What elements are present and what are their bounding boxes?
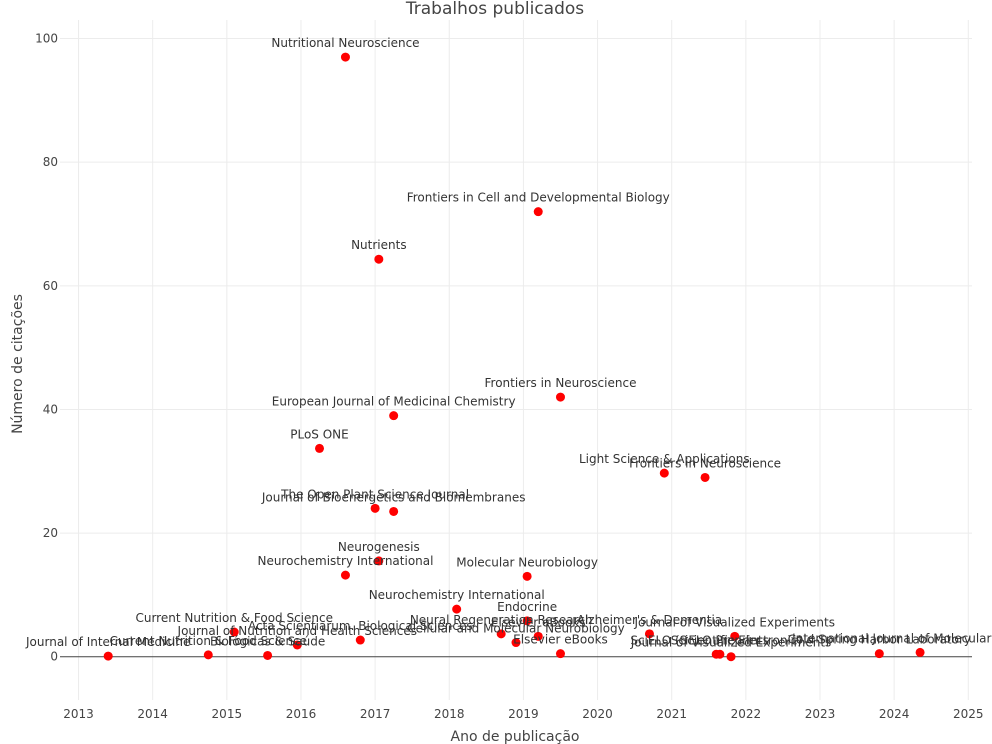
data-point-label: Journal of Bioenergetics and Biomembrane…: [261, 490, 526, 504]
data-point[interactable]: [555, 392, 565, 402]
data-point-label: Elsevier eBooks: [513, 633, 608, 647]
data-point-label: Journal of Internal Medicine: [25, 635, 190, 649]
x-tick-label: 2022: [731, 707, 762, 721]
data-point[interactable]: [726, 652, 736, 662]
data-point[interactable]: [533, 631, 543, 641]
data-point[interactable]: [389, 506, 399, 516]
data-point[interactable]: [700, 472, 710, 482]
y-tick-label: 100: [35, 32, 58, 46]
data-point-label: Nutrients: [351, 238, 407, 252]
data-point-label: Alzheimer's & Dementia: [577, 613, 722, 627]
data-point-label: Current Nutrition & Food Science: [135, 611, 333, 625]
data-point[interactable]: [229, 627, 239, 637]
y-tick-label: 0: [50, 650, 58, 664]
data-point[interactable]: [355, 635, 365, 645]
data-point-label: SciELO (Scientific Electronic): [630, 633, 802, 647]
data-point[interactable]: [315, 443, 325, 453]
x-tick-label: 2025: [953, 707, 984, 721]
x-tick-label: 2021: [656, 707, 687, 721]
data-point[interactable]: [103, 651, 113, 661]
data-point[interactable]: [644, 629, 654, 639]
data-point-label: Journal of Nutrition and Health Sciences: [177, 624, 417, 638]
data-point-label: Neural Regeneration Research: [410, 613, 593, 627]
data-point-label: Biológicas & Saúde: [210, 634, 325, 648]
x-tick-label: 2020: [582, 707, 613, 721]
data-point[interactable]: [370, 503, 380, 513]
data-point-label: Cellular and Molecular Neurobiology: [407, 622, 625, 636]
x-tick-label: 2014: [137, 707, 168, 721]
data-point[interactable]: [292, 640, 302, 650]
data-point[interactable]: [374, 254, 384, 264]
data-point-label: Endocrine: [497, 600, 557, 614]
data-point[interactable]: [659, 468, 669, 478]
data-point[interactable]: [203, 650, 213, 660]
data-point-label: SciELO Preprints: [671, 633, 769, 647]
data-point-label: International Journal of Molecular Scien…: [792, 631, 992, 645]
data-point-label: Nutritional Neuroscience: [271, 36, 419, 50]
y-tick-label: 80: [43, 155, 58, 169]
data-point-label: The Open Plant Science Journal: [280, 487, 469, 501]
data-point-label: Journal of Visualized Experiments: [633, 615, 835, 629]
data-point[interactable]: [452, 604, 462, 614]
data-point[interactable]: [389, 411, 399, 421]
data-point-label: Light Science & Applications: [579, 452, 750, 466]
data-point[interactable]: [263, 650, 273, 660]
data-labels: Nutritional Neuroscience Frontiers in Cel…: [25, 36, 992, 650]
y-tick-label: 60: [43, 279, 58, 293]
data-point[interactable]: [522, 616, 532, 626]
data-point[interactable]: [533, 207, 543, 217]
data-point-label: Neurochemistry International: [369, 588, 545, 602]
grid: [60, 20, 972, 700]
data-point[interactable]: [522, 571, 532, 581]
data-point-label: Frontiers in Neuroscience: [629, 456, 781, 470]
y-tick-label: 40: [43, 402, 58, 416]
data-point-label: Molecular Neurobiology: [456, 555, 598, 569]
x-tick-label: 2017: [360, 707, 391, 721]
x-tick-label: 2024: [879, 707, 910, 721]
data-point[interactable]: [340, 52, 350, 62]
data-point-label: PLoS ONE: [290, 427, 349, 441]
data-points: [103, 52, 925, 662]
data-point-label: Cold Spring Harbor Laboratory: [788, 633, 971, 647]
x-tick-label: 2018: [434, 707, 465, 721]
data-point[interactable]: [496, 629, 506, 639]
x-tick-label: 2016: [286, 707, 317, 721]
data-point-label: Neurogenesis: [338, 540, 420, 554]
data-point[interactable]: [340, 570, 350, 580]
data-point-label: Journal of Visualized Experiments: [630, 636, 832, 650]
data-point[interactable]: [730, 631, 740, 641]
data-point[interactable]: [511, 638, 521, 648]
x-tick-label: 2019: [508, 707, 539, 721]
chart-title: Trabalhos publicados: [405, 0, 584, 19]
data-point-label: Elsevier eBooks: [491, 615, 586, 629]
data-point[interactable]: [915, 647, 925, 657]
data-point-label: Current Nutrition & Food Science: [110, 634, 308, 648]
x-axis-title: Ano de publicação: [451, 729, 580, 744]
data-point-label: Frontiers in Neuroscience: [485, 376, 637, 390]
y-axis-title: Número de citações: [10, 294, 26, 434]
data-point-label: Frontiers in Cell and Developmental Biol…: [407, 191, 670, 205]
y-tick-label: 20: [43, 526, 58, 540]
axes: 2013 2014 2015 2016 2017 2018 2019 2020 2021 2022…: [35, 32, 983, 721]
x-tick-label: 2013: [63, 707, 94, 721]
data-point[interactable]: [555, 649, 565, 659]
data-point-label: Acta Scientiarum. Biological Sciences: [248, 619, 473, 633]
data-point-label: European Journal of Medicinal Chemistry: [272, 395, 516, 409]
x-tick-label: 2015: [212, 707, 243, 721]
data-point-label: Neurochemistry International: [257, 554, 433, 568]
x-tick-label: 2023: [805, 707, 836, 721]
data-point[interactable]: [374, 556, 384, 566]
data-point[interactable]: [715, 649, 725, 659]
data-point[interactable]: [874, 649, 884, 659]
